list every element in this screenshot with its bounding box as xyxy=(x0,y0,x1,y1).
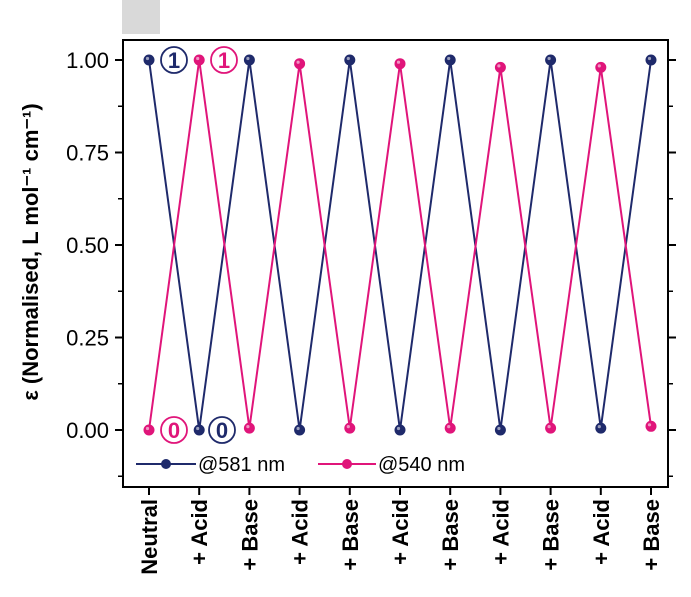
data-point xyxy=(545,422,557,434)
data-point-highlight xyxy=(497,426,501,431)
data-point-highlight xyxy=(346,425,350,429)
legend-label: @540 nm xyxy=(378,454,465,476)
data-point-highlight xyxy=(597,425,601,429)
data-point-highlight xyxy=(547,56,551,61)
legend-marker xyxy=(342,459,352,469)
data-point-highlight xyxy=(647,56,652,61)
x-category-label: + Base xyxy=(237,499,262,571)
data-point-highlight xyxy=(145,56,150,61)
y-tick-label: 0.50 xyxy=(66,233,109,258)
x-category-label: + Acid xyxy=(589,499,614,565)
annotation-circle xyxy=(208,416,236,444)
data-point xyxy=(143,424,155,436)
data-point-highlight xyxy=(396,60,401,64)
annotation-label: 1 xyxy=(168,48,180,73)
y-tick-label: 1.00 xyxy=(66,48,109,73)
data-point-highlight xyxy=(145,426,150,431)
data-point-highlight xyxy=(296,426,300,431)
data-point xyxy=(595,61,607,73)
data-point xyxy=(545,54,557,66)
data-point xyxy=(344,422,356,434)
data-point-highlight xyxy=(647,423,652,427)
data-point xyxy=(193,54,205,66)
data-point xyxy=(243,422,255,434)
data-point-highlight xyxy=(447,56,451,61)
y-tick-label: 0.25 xyxy=(66,326,109,351)
corner-patch xyxy=(122,0,160,34)
legend-label: @581 nm xyxy=(198,454,285,476)
data-point xyxy=(494,424,506,436)
data-point xyxy=(645,54,657,66)
y-axis-title: ε (Normalised, L mol⁻¹ cm⁻¹) xyxy=(18,103,43,400)
data-point xyxy=(494,61,506,73)
x-category-label: + Acid xyxy=(187,499,212,565)
x-category-label: + Base xyxy=(539,499,564,571)
annotation-label: 0 xyxy=(216,418,228,443)
data-point-highlight xyxy=(497,64,501,68)
plot-frame xyxy=(122,39,669,488)
data-point-highlight xyxy=(196,426,200,431)
data-point xyxy=(243,54,255,66)
x-category-label: + Acid xyxy=(288,499,313,565)
data-point-highlight xyxy=(396,426,401,431)
data-point xyxy=(294,424,306,436)
data-point-highlight xyxy=(547,425,551,429)
data-point xyxy=(394,58,406,70)
annotation-circle xyxy=(160,416,188,444)
annotation-label: 1 xyxy=(218,48,230,73)
data-point xyxy=(444,54,456,66)
series-line xyxy=(148,59,652,431)
x-category-label: + Acid xyxy=(388,499,413,565)
data-point-highlight xyxy=(296,60,300,64)
annotation-circle xyxy=(160,46,188,74)
data-point-highlight xyxy=(447,425,451,429)
data-point xyxy=(344,54,356,66)
plot-area: 1.00 0.75 0.50 0.25 0.00 Neutral + Acid + Base +… xyxy=(66,39,676,575)
annotation-circle xyxy=(210,46,238,74)
y-tick-label: 0.00 xyxy=(66,418,109,443)
annotation-label: 0 xyxy=(168,418,180,443)
y-tick-label: 0.75 xyxy=(66,141,109,166)
x-category-label: + Acid xyxy=(488,499,513,565)
x-category-label: Neutral xyxy=(137,499,162,575)
data-point xyxy=(444,422,456,434)
data-point xyxy=(645,420,657,432)
data-point-highlight xyxy=(246,56,250,61)
x-category-label: + Base xyxy=(338,499,363,571)
data-point xyxy=(143,54,155,66)
data-point xyxy=(193,424,205,436)
data-point-highlight xyxy=(597,64,601,68)
data-point-highlight xyxy=(346,56,350,61)
data-point xyxy=(294,58,306,70)
legend-marker xyxy=(161,459,171,469)
x-category-label: + Base xyxy=(438,499,463,571)
x-category-label: + Base xyxy=(639,499,664,571)
data-point-highlight xyxy=(196,56,200,61)
data-point xyxy=(595,422,607,434)
data-point xyxy=(394,424,406,436)
data-point-highlight xyxy=(246,425,250,429)
